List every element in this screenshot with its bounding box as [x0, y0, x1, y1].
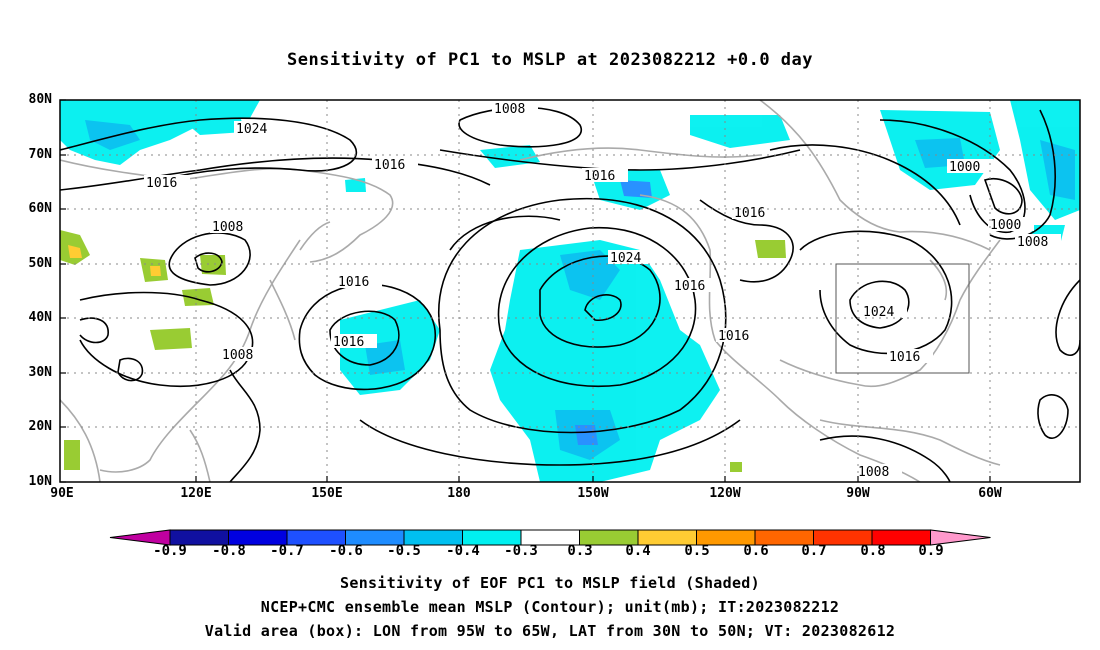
map-frame — [59, 99, 1081, 483]
colorbar-label: -0.3 — [504, 543, 538, 559]
contour-label: 1016 — [146, 176, 177, 191]
lat-label-70n: 70N — [28, 147, 52, 162]
contour-label: 1000 — [949, 160, 980, 175]
colorbar-label: -0.5 — [387, 543, 421, 559]
colorbar-label: -0.8 — [212, 543, 246, 559]
lat-label-50n: 50N — [28, 256, 52, 271]
sensitivity-shading — [60, 100, 1080, 482]
caption-line-3: Valid area (box): LON from 95W to 65W, L… — [204, 622, 896, 640]
colorbar-label: 0.9 — [918, 543, 944, 559]
colorbar-label: 0.4 — [625, 543, 651, 559]
lon-label-120e: 120E — [180, 486, 212, 501]
lat-label-60n: 60N — [28, 201, 52, 216]
coastlines — [60, 100, 1001, 482]
contour-label: 1024 — [236, 122, 267, 137]
colorbar-high-arrow — [930, 529, 991, 546]
lat-label-10n: 10N — [28, 474, 52, 489]
contour-labels: 1008 1024 1016 1016 1008 1016 1024 1016 … — [144, 101, 1061, 480]
lon-label-90w: 90W — [846, 486, 870, 501]
axis-ticks — [60, 99, 991, 483]
contour-label: 1016 — [338, 275, 369, 290]
contour-label: 1000 — [990, 218, 1021, 233]
colorbar-label: 0.6 — [743, 543, 769, 559]
lon-label-90e: 90E — [50, 486, 74, 501]
colorbar-label: 0.5 — [684, 543, 710, 559]
contour-label: 1016 — [889, 350, 920, 365]
colorbar-label: 0.3 — [567, 543, 593, 559]
contour-label: 1008 — [494, 102, 525, 117]
contour-label: 1016 — [718, 329, 749, 344]
colorbar-label: -0.6 — [329, 543, 363, 559]
caption-line-2: NCEP+CMC ensemble mean MSLP (Contour); u… — [260, 598, 840, 616]
contour-label: 1008 — [1017, 235, 1048, 250]
colorbar — [109, 529, 991, 546]
contour-label: 1016 — [584, 169, 615, 184]
colorbar-label: -0.7 — [270, 543, 304, 559]
colorbar-label: -0.4 — [446, 543, 480, 559]
lon-label-180: 180 — [447, 486, 471, 501]
contour-label: 1016 — [374, 158, 405, 173]
contour-label: 1016 — [734, 206, 765, 221]
gridlines — [60, 100, 1080, 482]
contour-label: 1008 — [858, 465, 889, 480]
lat-label-40n: 40N — [28, 310, 52, 325]
lon-label-60w: 60W — [978, 486, 1002, 501]
positive-sensitivity — [60, 230, 786, 472]
lat-label-80n: 80N — [28, 92, 52, 107]
valid-area-box — [835, 263, 970, 374]
contour-label: 1008 — [212, 220, 243, 235]
colorbar-label: -0.9 — [153, 543, 187, 559]
map-title: Sensitivity of PC1 to MSLP at 2023082212… — [286, 50, 813, 70]
colorbar-label: 0.7 — [801, 543, 827, 559]
lon-label-150w: 150W — [577, 486, 609, 501]
lon-label-150e: 150E — [311, 486, 343, 501]
colorbar-label: 0.8 — [860, 543, 886, 559]
lat-label-20n: 20N — [28, 419, 52, 434]
contour-label: 1024 — [863, 305, 894, 320]
contour-label: 1008 — [222, 348, 253, 363]
contour-label: 1016 — [674, 279, 705, 294]
caption-line-1: Sensitivity of EOF PC1 to MSLP field (Sh… — [340, 574, 760, 592]
lat-label-30n: 30N — [28, 365, 52, 380]
contour-label: 1024 — [610, 251, 641, 266]
contour-label: 1016 — [333, 335, 364, 350]
lon-label-120w: 120W — [709, 486, 741, 501]
